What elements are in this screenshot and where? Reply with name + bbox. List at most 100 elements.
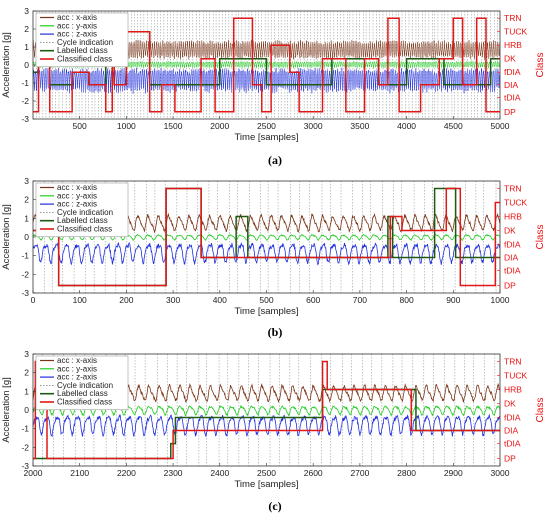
y-tick-label: -2 [21, 269, 29, 279]
class-label: TUCK [504, 27, 527, 37]
x-tick-label: 500 [73, 121, 87, 131]
y-tick-label: 0 [24, 60, 29, 70]
chart-panel-3: 2000 2100 2200 2300 2400 2500 2600 2700 2800 2900… [1, 349, 546, 513]
x-tick-label: 2700 [350, 468, 369, 478]
y-tick-label: 2 [24, 24, 29, 34]
class-axis-label: Class [535, 52, 546, 77]
x-axis-label: Time [samples] [234, 306, 298, 317]
class-label: HRB [504, 211, 522, 221]
panel-caption: (a) [268, 153, 282, 167]
class-label: DK [504, 54, 516, 64]
y-axis-label: Acceleration [g] [1, 204, 12, 269]
class-label: fDIA [504, 67, 521, 77]
legend-entry: Cycle indication [57, 381, 113, 390]
legend-entry: Cycle indication [57, 208, 113, 217]
series-y-axis-line [32, 233, 500, 242]
x-tick-label: 2000 [210, 121, 229, 131]
class-label: DIA [504, 80, 519, 90]
y-tick-label: 2 [24, 195, 29, 205]
legend-box [35, 12, 129, 68]
x-tick-label: 2800 [397, 468, 416, 478]
panel-caption: (c) [268, 499, 281, 513]
series-z-axis-line [32, 241, 501, 266]
classified-class-line [33, 17, 500, 113]
x-tick-label: 2400 [210, 468, 229, 478]
legend-entry: Classified class [57, 55, 112, 64]
x-axis-label: Time [samples] [234, 479, 298, 490]
y-tick-label: 1 [24, 42, 29, 52]
y-tick-label: -3 [21, 114, 29, 124]
x-tick-label: 1500 [164, 121, 183, 131]
class-label: TRN [504, 13, 521, 23]
x-tick-label: 2500 [257, 121, 276, 131]
x-tick-label: 4000 [397, 121, 416, 131]
class-label: DK [504, 398, 516, 408]
class-label: HRB [504, 40, 522, 50]
x-tick-label: 400 [213, 295, 227, 305]
class-label: TRN [504, 356, 521, 366]
x-tick-label: 500 [259, 295, 273, 305]
legend-entry: acc : z-axis [57, 373, 97, 382]
x-tick-label: 3000 [304, 121, 323, 131]
x-tick-label: 700 [353, 295, 367, 305]
x-tick-label: 200 [119, 295, 133, 305]
class-label: fDIA [504, 412, 521, 422]
class-label: tDIA [504, 92, 521, 102]
y-tick-label: 2 [24, 368, 29, 378]
class-label: DP [504, 454, 516, 464]
legend-box [35, 182, 129, 238]
legend-entry: acc : z-axis [57, 30, 97, 39]
x-tick-label: 0 [31, 295, 36, 305]
y-tick-label: 1 [24, 213, 29, 223]
class-label: DIA [504, 426, 519, 436]
class-label: tDIA [504, 266, 521, 276]
x-tick-label: 600 [306, 295, 320, 305]
y-tick-label: -1 [21, 78, 29, 88]
legend-entry: Classified class [57, 398, 112, 407]
x-tick-label: 2600 [304, 468, 323, 478]
x-tick-label: 1000 [117, 121, 136, 131]
legend-entry: acc : x-axis [57, 356, 97, 365]
legend-entry: Labelled class [57, 389, 108, 398]
chart-panel-2: 0 100 200 300 400 500 600 700 800 900 1000 -3 -2 -1 0 1… [1, 176, 546, 339]
legend-entry: Classified class [57, 225, 112, 234]
legend-entry: Cycle indication [57, 38, 113, 47]
panel-caption: (b) [268, 325, 283, 339]
legend-entry: acc : y-axis [57, 21, 97, 30]
y-tick-label: 3 [24, 6, 29, 16]
class-axis-label: Class [535, 397, 546, 422]
y-tick-label: 0 [24, 405, 29, 415]
class-label: DK [504, 225, 516, 235]
x-tick-label: 300 [166, 295, 180, 305]
x-tick-label: 1000 [491, 295, 510, 305]
y-tick-label: -2 [21, 442, 29, 452]
chart-panel-1: 500 1000 1500 2000 2500 3000 3500 4000 4500 5000 -… [1, 6, 546, 167]
class-label: TUCK [504, 197, 527, 207]
x-tick-label: 3000 [491, 468, 510, 478]
classified-class-line [33, 187, 500, 287]
y-tick-label: -1 [21, 424, 29, 434]
x-tick-label: 4500 [444, 121, 463, 131]
y-tick-label: 0 [24, 232, 29, 242]
class-axis-label: Class [535, 224, 546, 249]
labelled-class-line [33, 388, 500, 460]
y-tick-label: -3 [21, 288, 29, 298]
class-label: TRN [504, 183, 521, 193]
y-tick-label: -1 [21, 251, 29, 261]
series-z-axis-line [32, 67, 501, 94]
y-tick-label: 3 [24, 176, 29, 186]
class-label: DP [504, 281, 516, 291]
y-tick-label: -3 [21, 461, 29, 471]
y-axis-label: Acceleration [g] [1, 32, 12, 97]
x-tick-label: 2000 [24, 468, 43, 478]
y-tick-label: 1 [24, 386, 29, 396]
class-label: DIA [504, 253, 519, 263]
class-label: DP [504, 107, 516, 117]
legend-entry: acc : y-axis [57, 191, 97, 200]
class-label: fDIA [504, 239, 521, 249]
x-tick-label: 2300 [164, 468, 183, 478]
